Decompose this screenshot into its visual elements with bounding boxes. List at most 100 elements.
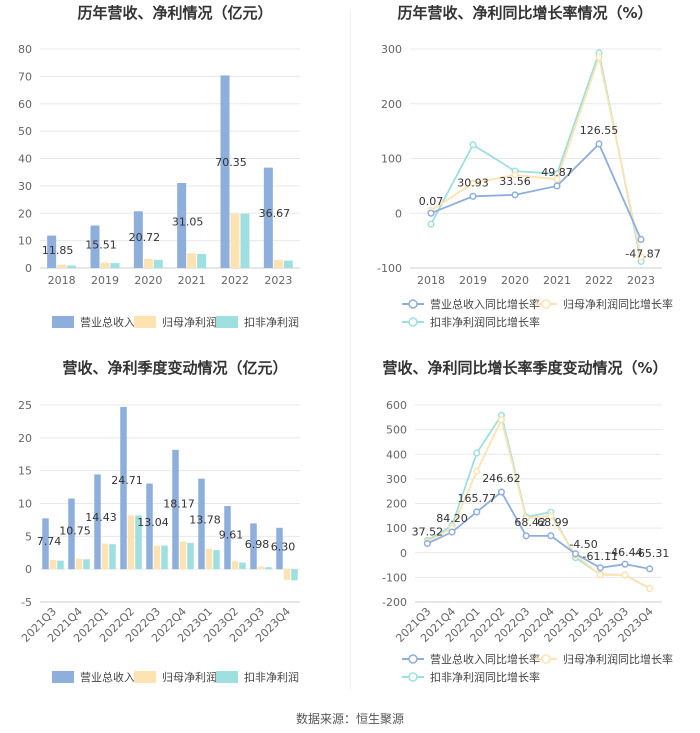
series-line <box>430 49 642 262</box>
bar <box>273 259 283 268</box>
legend-swatch <box>134 316 156 328</box>
data-label: 18.17 <box>163 498 195 511</box>
bar <box>283 260 293 268</box>
y-tick-label: -200 <box>382 596 407 609</box>
bar <box>205 548 213 570</box>
data-label: 36.67 <box>259 207 291 220</box>
bar <box>57 264 67 268</box>
data-label: 31.05 <box>172 215 204 228</box>
data-label: 30.93 <box>457 176 489 189</box>
bar <box>153 259 163 268</box>
y-tick-label: 100 <box>381 153 402 166</box>
legend-swatch <box>52 671 74 683</box>
y-tick-label: 30 <box>18 180 32 193</box>
bar <box>153 545 161 570</box>
data-point <box>547 512 555 520</box>
data-label: 246.62 <box>482 472 521 485</box>
data-label: -65.31 <box>634 547 669 560</box>
y-tick-label: 0 <box>400 547 407 560</box>
bar <box>177 183 187 268</box>
y-tick-label: 300 <box>381 43 402 56</box>
data-label: 13.04 <box>137 516 169 529</box>
legend-label: 营业总收入同比增长率 <box>430 652 540 666</box>
bar <box>133 211 143 268</box>
y-tick-label: 300 <box>386 473 407 486</box>
data-point <box>473 508 481 516</box>
y-tick-label: 0 <box>25 563 32 576</box>
bar <box>57 560 64 570</box>
bar <box>250 523 257 570</box>
bar <box>68 498 75 570</box>
data-point <box>497 488 505 496</box>
y-tick-label: 40 <box>18 153 32 166</box>
data-point <box>553 182 561 190</box>
data-label: 13.78 <box>189 513 221 526</box>
data-label: 84.20 <box>436 512 468 525</box>
y-tick-label: -100 <box>377 262 402 275</box>
legend-swatch-marker <box>408 317 418 327</box>
data-point <box>497 416 505 424</box>
data-point <box>596 564 604 572</box>
data-point <box>469 179 477 187</box>
legend-label: 扣非净利润同比增长率 <box>430 670 540 684</box>
annual-growth-line-chart: -100 0 100 200 300 2018 2019 2020 2021 2022 2023 0.… <box>377 43 673 329</box>
data-point <box>522 532 530 540</box>
x-tick-label: 2021 <box>543 274 571 287</box>
data-label: 14.43 <box>85 511 117 524</box>
legend-swatch <box>134 671 156 683</box>
data-point <box>595 140 603 148</box>
bar <box>240 213 250 268</box>
x-tick-label: 2020 <box>501 274 529 287</box>
legend-label: 营业总收入同比增长率 <box>430 297 540 311</box>
chart-title: 历年营收、净利同比增长率情况（%） <box>397 4 653 22</box>
data-point <box>572 550 580 558</box>
legend-label: 归母净利润同比增长率 <box>563 297 673 311</box>
data-label: 33.56 <box>499 175 531 188</box>
data-point <box>427 220 435 228</box>
data-label: 37.52 <box>412 526 444 539</box>
bar <box>239 562 246 570</box>
annual-growth-panel: -100 0 100 200 300 2018 2019 2020 2021 2022 2023 0.… <box>350 0 700 345</box>
legend-swatch <box>216 316 238 328</box>
legend-swatch-marker <box>541 654 551 664</box>
annual-revenue-profit-panel: 0 10 20 30 40 50 60 70 80 2018 2019 2020 2021 2022 202… <box>0 0 350 345</box>
y-tick-label: 60 <box>18 98 32 111</box>
bar <box>224 506 231 570</box>
y-tick-label: 100 <box>386 522 407 535</box>
data-label: 49.87 <box>541 166 573 179</box>
bar <box>161 545 168 570</box>
data-point <box>621 560 629 568</box>
legend-label: 营业总收入 <box>80 670 135 684</box>
legend-swatch <box>216 671 238 683</box>
bar <box>135 515 142 570</box>
data-point <box>596 571 604 579</box>
bar <box>90 225 100 268</box>
data-label: 6.30 <box>271 540 296 553</box>
bar <box>100 262 110 268</box>
data-point <box>448 528 456 536</box>
y-tick-label: 400 <box>386 448 407 461</box>
bar <box>143 258 153 268</box>
x-tick-label: 2023 <box>264 274 292 287</box>
legend-label: 归母净利润 <box>162 670 217 684</box>
data-label: -46.44 <box>607 546 642 559</box>
y-tick-label: 200 <box>381 98 402 111</box>
data-label: -61.11 <box>583 550 618 563</box>
y-tick-label: 10 <box>18 498 32 511</box>
data-label: 7.74 <box>37 535 62 548</box>
bar <box>220 75 230 269</box>
data-point <box>637 253 645 261</box>
bar <box>263 167 273 268</box>
y-tick-label: 5 <box>25 530 32 543</box>
legend-label: 营业总收入 <box>80 315 135 329</box>
data-point <box>473 467 481 476</box>
data-label: 126.55 <box>580 124 619 137</box>
data-point <box>427 209 435 217</box>
bar <box>213 550 220 570</box>
quarterly-growth-line-chart: -200-10001002003004005006002021Q32021Q42… <box>382 399 673 684</box>
legend-swatch-marker <box>408 654 418 664</box>
data-point <box>469 192 477 200</box>
series-line <box>430 142 642 240</box>
bar <box>231 561 239 570</box>
bar <box>94 474 101 570</box>
